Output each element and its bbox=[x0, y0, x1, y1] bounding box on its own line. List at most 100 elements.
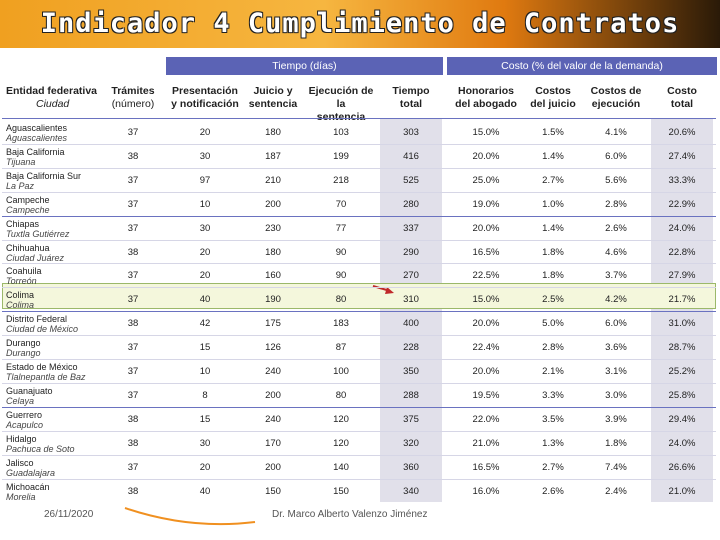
cell: 2.8% bbox=[605, 198, 627, 210]
cell: 6.0% bbox=[605, 150, 627, 162]
cell: 37 bbox=[127, 366, 139, 377]
cell: 16.5% bbox=[472, 461, 500, 473]
cell: 320 bbox=[403, 437, 419, 449]
separator bbox=[2, 311, 716, 313]
cell: 120 bbox=[333, 413, 349, 425]
header-line: Costo bbox=[667, 85, 697, 97]
cell: 290 bbox=[403, 246, 419, 258]
cell: 150 bbox=[265, 485, 281, 497]
header-line: total bbox=[670, 98, 694, 110]
decoration bbox=[124, 507, 256, 526]
cell: 1.4% bbox=[542, 222, 564, 234]
separator bbox=[2, 478, 716, 480]
separator bbox=[2, 143, 716, 145]
cell: 350 bbox=[403, 366, 419, 377]
entity: Aguascalientes Aguascalientes bbox=[6, 123, 67, 143]
city: Celaya bbox=[6, 395, 35, 406]
cell: 77 bbox=[335, 222, 347, 234]
cell: 37 bbox=[127, 174, 139, 186]
header-line: Ejecución de la bbox=[308, 85, 374, 110]
state: Distrito Federal bbox=[6, 314, 68, 325]
cell: 210 bbox=[265, 174, 281, 186]
cell: 10 bbox=[199, 366, 211, 377]
cell: 150 bbox=[333, 485, 349, 497]
cell: 120 bbox=[333, 437, 349, 449]
header-line: Tiempo bbox=[392, 85, 430, 97]
footer-date: 26/11/2020 bbox=[44, 509, 94, 520]
separator bbox=[2, 359, 716, 360]
header-line: Trámites bbox=[111, 85, 155, 97]
cell: 20.0% bbox=[472, 366, 500, 377]
city: Campeche bbox=[6, 204, 50, 215]
cell: 15 bbox=[199, 413, 211, 425]
cell: 3.5% bbox=[542, 413, 564, 425]
column-header: Costos de ejecución bbox=[583, 85, 649, 111]
cell: 97 bbox=[199, 174, 211, 186]
city: La Paz bbox=[6, 180, 35, 191]
cell: 21.0% bbox=[668, 485, 696, 497]
entity: Campeche Campeche bbox=[6, 195, 50, 215]
entity: Colima Colima bbox=[6, 290, 34, 310]
state: Hidalgo bbox=[6, 433, 37, 444]
cell: 38 bbox=[127, 485, 139, 497]
cell: 19.0% bbox=[472, 198, 500, 210]
city: Colima bbox=[6, 300, 35, 311]
city: Aguascalientes bbox=[6, 133, 68, 143]
separator bbox=[2, 191, 716, 193]
separator bbox=[2, 454, 716, 456]
separator bbox=[2, 215, 716, 217]
separator bbox=[2, 263, 716, 265]
cell: 1.0% bbox=[542, 198, 564, 210]
cell: 20.0% bbox=[472, 318, 500, 330]
cell: 22.0% bbox=[472, 413, 500, 425]
city: Pachuca de Soto bbox=[6, 443, 75, 454]
cell: 228 bbox=[403, 342, 419, 354]
header-line: Ciudad bbox=[36, 98, 70, 110]
cell: 26.6% bbox=[668, 461, 696, 473]
entity: Coahuila Torreón bbox=[6, 266, 42, 286]
cell: 303 bbox=[403, 127, 419, 138]
cell: 40 bbox=[199, 485, 211, 497]
cell: 200 bbox=[265, 198, 281, 210]
header-line: Entidad federativa bbox=[6, 85, 98, 97]
cell: 25.0% bbox=[472, 174, 500, 186]
arrow bbox=[372, 285, 394, 294]
header-line: Juicio y bbox=[253, 85, 293, 97]
cell: 80 bbox=[335, 389, 347, 401]
state: Baja California Sur bbox=[6, 170, 82, 181]
cell: 20 bbox=[199, 246, 211, 258]
cell: 2.7% bbox=[542, 174, 564, 186]
cell: 1.5% bbox=[542, 127, 564, 138]
cell: 270 bbox=[403, 270, 419, 282]
cell: 7.4% bbox=[605, 461, 627, 473]
cell: 310 bbox=[403, 294, 419, 306]
cell: 2.4% bbox=[605, 485, 627, 497]
entity: Guanajuato Celaya bbox=[6, 386, 53, 406]
city: Durango bbox=[6, 348, 41, 359]
entity: Estado de México Tlalnepantla de Baz bbox=[6, 362, 86, 382]
city: Tijuana bbox=[6, 156, 36, 167]
cell: 21.0% bbox=[472, 437, 500, 449]
header-line: y notificación bbox=[171, 98, 239, 110]
header-line: total bbox=[399, 98, 423, 110]
column-header: Entidad federativa Ciudad bbox=[6, 85, 97, 111]
entity: Chiapas Tuxtla Gutiérrez bbox=[6, 219, 69, 239]
city: Ciudad de México bbox=[6, 324, 79, 335]
cell: 38 bbox=[127, 318, 139, 330]
column-header: Costo total bbox=[652, 85, 712, 111]
cell: 4.1% bbox=[605, 127, 627, 138]
cell: 25.8% bbox=[668, 389, 696, 401]
cell: 20.6% bbox=[668, 127, 696, 138]
state: Chihuahua bbox=[6, 242, 50, 253]
column-header: Presentación y notificación bbox=[165, 85, 245, 111]
column-shade bbox=[651, 118, 713, 502]
cell: 90 bbox=[335, 270, 347, 282]
entity: Baja California Sur La Paz bbox=[6, 171, 81, 191]
city: Ciudad Juárez bbox=[6, 252, 65, 263]
cell: 27.4% bbox=[668, 150, 696, 162]
state: Jalisco bbox=[6, 457, 34, 468]
cell: 37 bbox=[127, 222, 139, 234]
state: Campeche bbox=[6, 194, 50, 205]
separator bbox=[2, 118, 716, 119]
cell: 30 bbox=[199, 222, 211, 234]
